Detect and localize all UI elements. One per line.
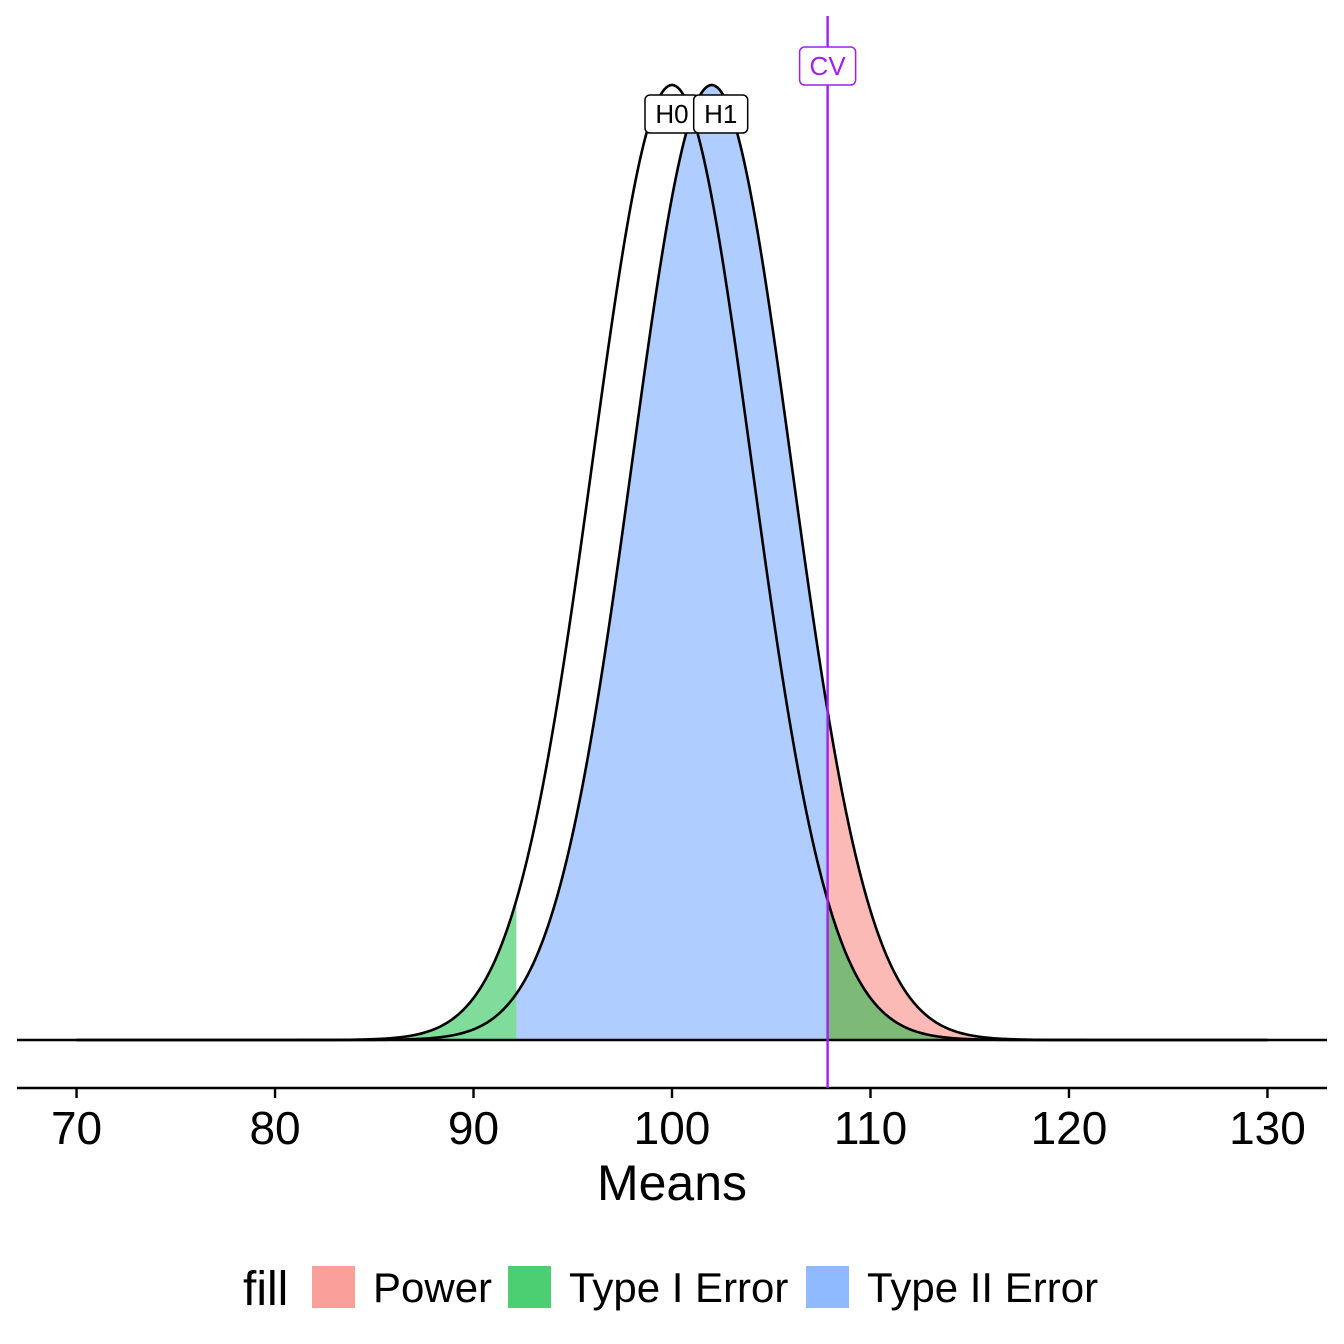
x-tick-label: 80 (249, 1102, 300, 1154)
peak-labels: H0 H1 CV (644, 46, 857, 134)
legend-swatch (508, 1266, 551, 1308)
h1-label: H1 (692, 94, 749, 134)
x-tick-label: 120 (1031, 1102, 1108, 1154)
legend-title: fill (243, 1263, 288, 1316)
type-i-error-region (76, 900, 517, 1040)
power-region (827, 711, 1268, 1040)
x-tick-label: 100 (634, 1102, 711, 1154)
x-tick-label: 130 (1229, 1102, 1306, 1154)
region-fills (76, 85, 1268, 1041)
x-axis-title: Means (597, 1155, 747, 1211)
type-i-error-region (827, 900, 1268, 1040)
legend-label: Power (373, 1264, 492, 1311)
type-ii-error-region (516, 85, 828, 1041)
x-tick-label: 70 (51, 1102, 102, 1154)
x-tick-label: 90 (448, 1102, 499, 1154)
x-tick-label: 110 (834, 1102, 907, 1154)
legend-item-type-ii-error: Type II Error (806, 1264, 1098, 1311)
legend-item-power: Power (312, 1264, 492, 1311)
cv-label: CV (798, 46, 857, 86)
legend-swatch (312, 1266, 355, 1308)
x-axis-ticks: 70 80 90 100 110 120 130 (51, 1088, 1306, 1154)
h0-label: H0 (644, 94, 700, 134)
legend-label: Type I Error (569, 1264, 788, 1311)
legend-item-type-i-error: Type I Error (508, 1264, 788, 1311)
svg-text:H0: H0 (655, 99, 688, 129)
svg-text:CV: CV (810, 51, 847, 81)
svg-text:H1: H1 (704, 99, 737, 129)
legend-swatch (806, 1266, 849, 1308)
legend: fill Power Type I Error Type II Error (243, 1263, 1098, 1316)
legend-label: Type II Error (867, 1264, 1098, 1311)
